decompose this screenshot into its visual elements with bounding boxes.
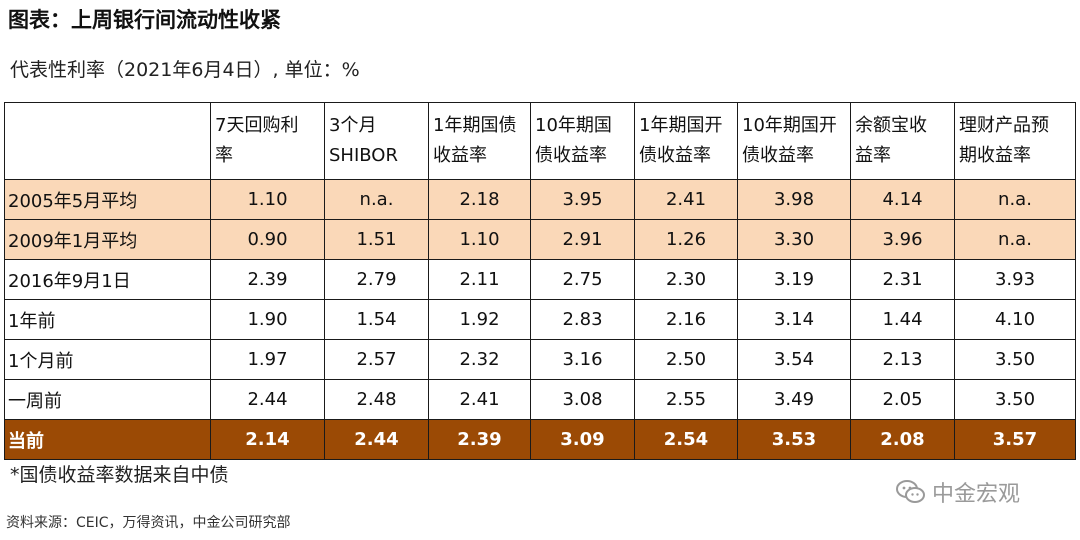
table-cell-value: n.a.: [954, 219, 1076, 260]
table-row: 一周前 2.44 2.48 2.41 3.08 2.55 3.49 2.05 3.50: [4, 379, 1076, 420]
table-row: 2005年5月平均 1.10 n.a. 2.18 3.95 2.41 3.98 4.14 n.a…: [4, 179, 1076, 220]
column-header: 10年期国开 债收益率: [737, 102, 851, 180]
table-cell-value: 3.09: [530, 419, 635, 460]
table-cell-value: 2.13: [850, 339, 955, 380]
table-cell-value: 4.14: [850, 179, 955, 220]
table-cell-value: 3.14: [737, 299, 851, 340]
table-header-row: 7天回购利率 3个月 SHIBOR 1年期国债 收益率 10年期国 债收益率 1年期国开 债收益…: [4, 102, 1076, 180]
table-cell-value: 2.39: [428, 419, 531, 460]
table-cell-value: 2.91: [530, 219, 635, 260]
table-cell-value: 3.08: [530, 379, 635, 420]
table-cell-value: 2.75: [530, 259, 635, 300]
table-cell-value: 3.49: [737, 379, 851, 420]
row-label: 1个月前: [4, 339, 211, 380]
rates-table: 7天回购利率 3个月 SHIBOR 1年期国债 收益率 10年期国 债收益率 1年期国开 债收益…: [4, 102, 1076, 460]
table-cell-value: 2.31: [850, 259, 955, 300]
table-corner-cell: [4, 102, 211, 180]
table-cell-value: 1.90: [210, 299, 325, 340]
table-cell-value: 1.92: [428, 299, 531, 340]
table-cell-value: 2.83: [530, 299, 635, 340]
table-cell-value: 1.26: [634, 219, 738, 260]
column-header: 10年期国 债收益率: [530, 102, 635, 180]
row-label: 当前: [4, 419, 211, 460]
table-cell-value: 2.05: [850, 379, 955, 420]
table-cell-value: 2.08: [850, 419, 955, 460]
table-cell-value: 3.57: [954, 419, 1076, 460]
watermark-text: 中金宏观: [932, 482, 1021, 507]
table-row: 当前 2.14 2.44 2.39 3.09 2.54 3.53 2.08 3.57: [4, 419, 1076, 460]
table-cell-value: 2.44: [210, 379, 325, 420]
table-cell-value: 2.30: [634, 259, 738, 300]
row-label: 2005年5月平均: [4, 179, 211, 220]
table-cell-value: 3.96: [850, 219, 955, 260]
wechat-icon: [896, 480, 925, 503]
table-row: 2016年9月1日 2.39 2.79 2.11 2.75 2.30 3.19 2.31 3.9…: [4, 259, 1076, 300]
column-header: 1年期国开 债收益率: [634, 102, 738, 180]
table-row: 1个月前 1.97 2.57 2.32 3.16 2.50 3.54 2.13 3.50: [4, 339, 1076, 380]
table-cell-value: 2.57: [324, 339, 429, 380]
table-cell-value: 3.19: [737, 259, 851, 300]
table-cell-value: 1.10: [428, 219, 531, 260]
table-cell-value: 2.39: [210, 259, 325, 300]
table-cell-value: 1.54: [324, 299, 429, 340]
table-cell-value: n.a.: [954, 179, 1076, 220]
table-cell-value: 3.95: [530, 179, 635, 220]
table-cell-value: 2.16: [634, 299, 738, 340]
table-cell-value: 2.50: [634, 339, 738, 380]
table-cell-value: 1.97: [210, 339, 325, 380]
table-cell-value: 2.55: [634, 379, 738, 420]
table-cell-value: 2.32: [428, 339, 531, 380]
table-cell-value: 3.93: [954, 259, 1076, 300]
table-cell-value: 3.54: [737, 339, 851, 380]
table-cell-value: n.a.: [324, 179, 429, 220]
table-body: 2005年5月平均 1.10 n.a. 2.18 3.95 2.41 3.98 4.14 n.a…: [4, 179, 1076, 460]
table-cell-value: 3.50: [954, 379, 1076, 420]
table-cell-value: 2.54: [634, 419, 738, 460]
table-cell-value: 1.10: [210, 179, 325, 220]
table-cell-value: 3.16: [530, 339, 635, 380]
table-cell-value: 2.14: [210, 419, 325, 460]
footnote: *国债收益率数据来自中债: [10, 464, 229, 486]
column-header: 余额宝收 益率: [850, 102, 955, 180]
table-subtitle: 代表性利率（2021年6月4日）, 单位：%: [10, 59, 360, 81]
table-cell-value: 0.90: [210, 219, 325, 260]
column-header: 3个月 SHIBOR: [324, 102, 429, 180]
column-header: 理财产品预 期收益率: [954, 102, 1076, 180]
row-label: 2016年9月1日: [4, 259, 211, 300]
table-cell-value: 3.53: [737, 419, 851, 460]
table-row: 2009年1月平均 0.90 1.51 1.10 2.91 1.26 3.30 3.96 n.a…: [4, 219, 1076, 260]
page-title: 图表：上周银行间流动性收紧: [8, 8, 281, 32]
table-cell-value: 2.44: [324, 419, 429, 460]
rates-table-container: 7天回购利率 3个月 SHIBOR 1年期国债 收益率 10年期国 债收益率 1年期国开 债收益…: [4, 102, 1076, 460]
table-cell-value: 2.41: [634, 179, 738, 220]
column-header: 7天回购利率: [210, 102, 325, 180]
column-header: 1年期国债 收益率: [428, 102, 531, 180]
table-cell-value: 2.48: [324, 379, 429, 420]
table-cell-value: 3.98: [737, 179, 851, 220]
table-cell-value: 2.18: [428, 179, 531, 220]
table-row: 1年前 1.90 1.54 1.92 2.83 2.16 3.14 1.44 4.10: [4, 299, 1076, 340]
table-cell-value: 2.41: [428, 379, 531, 420]
table-cell-value: 4.10: [954, 299, 1076, 340]
row-label: 2009年1月平均: [4, 219, 211, 260]
row-label: 一周前: [4, 379, 211, 420]
table-cell-value: 1.51: [324, 219, 429, 260]
table-cell-value: 2.11: [428, 259, 531, 300]
row-label: 1年前: [4, 299, 211, 340]
table-cell-value: 2.79: [324, 259, 429, 300]
table-cell-value: 1.44: [850, 299, 955, 340]
table-cell-value: 3.50: [954, 339, 1076, 380]
table-cell-value: 3.30: [737, 219, 851, 260]
source-text: 资料来源：CEIC，万得资讯，中金公司研究部: [6, 515, 291, 531]
watermark: 中金宏观: [896, 476, 1020, 508]
